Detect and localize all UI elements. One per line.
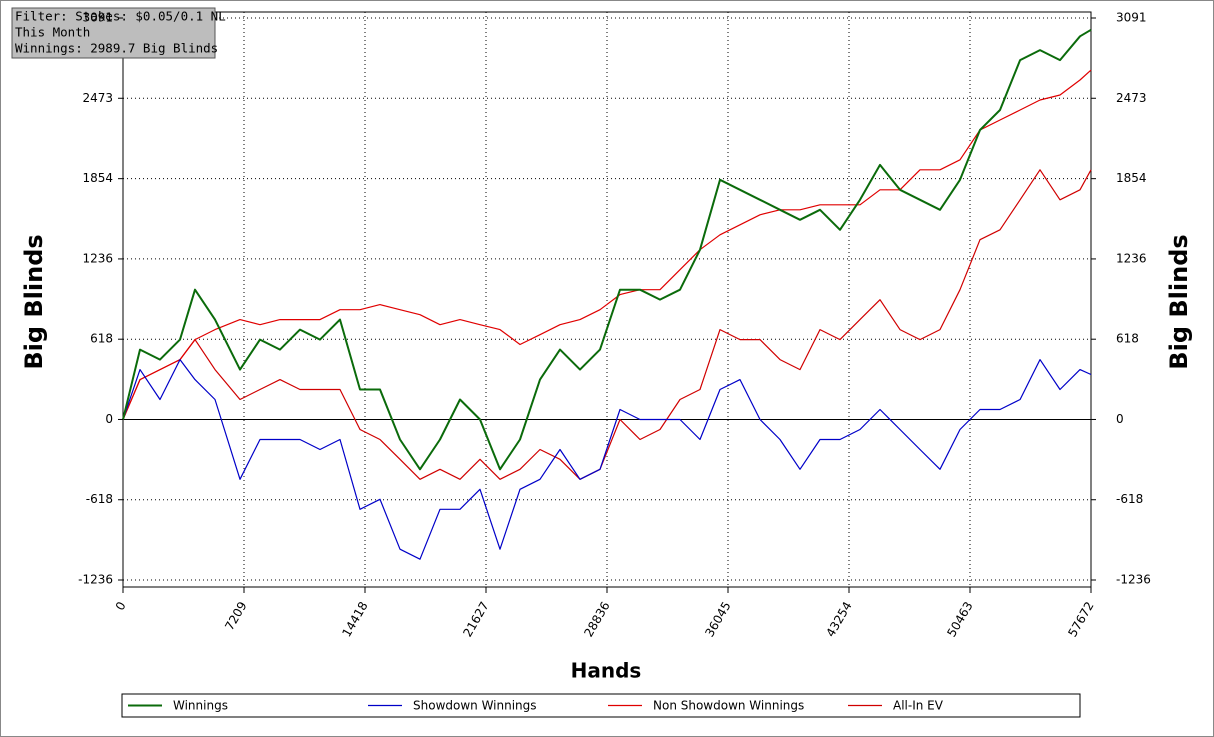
series-line xyxy=(122,169,1092,480)
y2-tick-label: 3091 xyxy=(1116,11,1147,25)
y-tick-label: 2473 xyxy=(82,91,113,105)
legend-label: Showdown Winnings xyxy=(413,699,537,713)
y-tick-label: 3091 xyxy=(82,11,113,25)
series-line xyxy=(122,359,1092,560)
y2-tick-label: 0 xyxy=(1116,412,1124,426)
plot-area xyxy=(122,12,1092,587)
legend-label: All-In EV xyxy=(893,699,944,713)
legend-label: Non Showdown Winnings xyxy=(653,699,804,713)
y-tick-label: 618 xyxy=(90,332,113,346)
y2-tick-label: 618 xyxy=(1116,332,1139,346)
legend xyxy=(121,693,1081,718)
series-line xyxy=(122,28,1092,471)
series-line xyxy=(122,69,1092,420)
info-text: This Month xyxy=(15,25,90,40)
y-tick-label: 1236 xyxy=(82,251,113,265)
x-axis-title: Hands xyxy=(571,659,642,683)
y-tick-label: 1854 xyxy=(82,171,113,185)
y2-tick-label: 1236 xyxy=(1116,251,1147,265)
y2-tick-label: 2473 xyxy=(1116,91,1147,105)
y-tick-label: -618 xyxy=(86,492,113,506)
y2-tick-label: 1854 xyxy=(1116,171,1147,185)
y2-axis-title: Big Blinds xyxy=(1165,234,1193,369)
y-tick-label: -1236 xyxy=(78,573,113,587)
legend-label: Winnings xyxy=(173,699,228,713)
info-text: Filter: Stakes: $0.05/0.1 NL xyxy=(15,9,226,24)
y-tick-label: 0 xyxy=(105,412,113,426)
y-axis-title: Big Blinds xyxy=(20,234,48,369)
y2-tick-label: -618 xyxy=(1116,492,1143,506)
info-text: Winnings: 2989.7 Big Blinds xyxy=(15,41,218,56)
info-box xyxy=(11,7,216,59)
y2-tick-label: -1236 xyxy=(1116,573,1151,587)
